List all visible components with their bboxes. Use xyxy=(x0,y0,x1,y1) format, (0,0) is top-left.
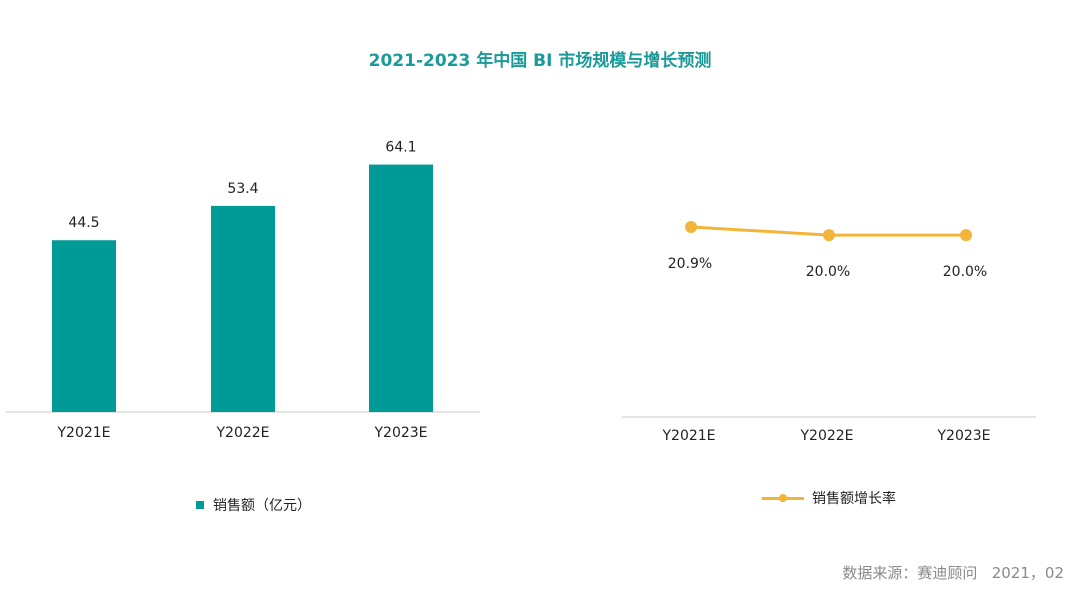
x-tick-label-right-1: Y2021E xyxy=(661,428,715,444)
growth-point-3 xyxy=(960,229,972,242)
line-legend-swatch-icon xyxy=(762,491,804,505)
chart-title: 2021-2023 年中国 BI 市场规模与增长预测 xyxy=(368,51,712,71)
bar-chart: 44.5 Y2021E 53.4 Y2022E 64.1 Y2023E xyxy=(6,140,480,441)
bar-2 xyxy=(211,205,275,412)
bar-value-label-1: 44.5 xyxy=(68,215,99,231)
source-note: 数据来源：赛迪顾问 2021，02 xyxy=(842,564,1064,582)
growth-value-label-3: 20.0% xyxy=(943,264,987,280)
line-chart: 20.9% Y2021E 20.0% Y2022E 20.0% Y2023E xyxy=(622,221,1036,444)
x-tick-label-1: Y2021E xyxy=(56,425,110,441)
growth-value-label-1: 20.9% xyxy=(668,256,712,272)
x-tick-label-2: Y2022E xyxy=(215,425,269,441)
growth-point-1 xyxy=(685,221,697,233)
bar-legend-swatch-icon xyxy=(196,501,204,509)
line-legend: 销售额增长率 xyxy=(762,488,896,508)
bar-value-label-2: 53.4 xyxy=(227,181,258,197)
x-tick-label-right-3: Y2023E xyxy=(936,428,990,444)
bar-value-label-3: 64.1 xyxy=(385,140,416,156)
x-tick-label-3: Y2023E xyxy=(373,425,427,441)
growth-point-2 xyxy=(823,229,835,242)
bar-3 xyxy=(369,164,433,412)
line-legend-label: 销售额增长率 xyxy=(812,491,896,507)
bar-legend: 销售额（亿元） xyxy=(196,495,311,515)
bar-1 xyxy=(52,240,116,412)
bar-legend-label: 销售额（亿元） xyxy=(213,498,311,514)
x-tick-label-right-2: Y2022E xyxy=(799,428,853,444)
growth-value-label-2: 20.0% xyxy=(806,264,850,280)
